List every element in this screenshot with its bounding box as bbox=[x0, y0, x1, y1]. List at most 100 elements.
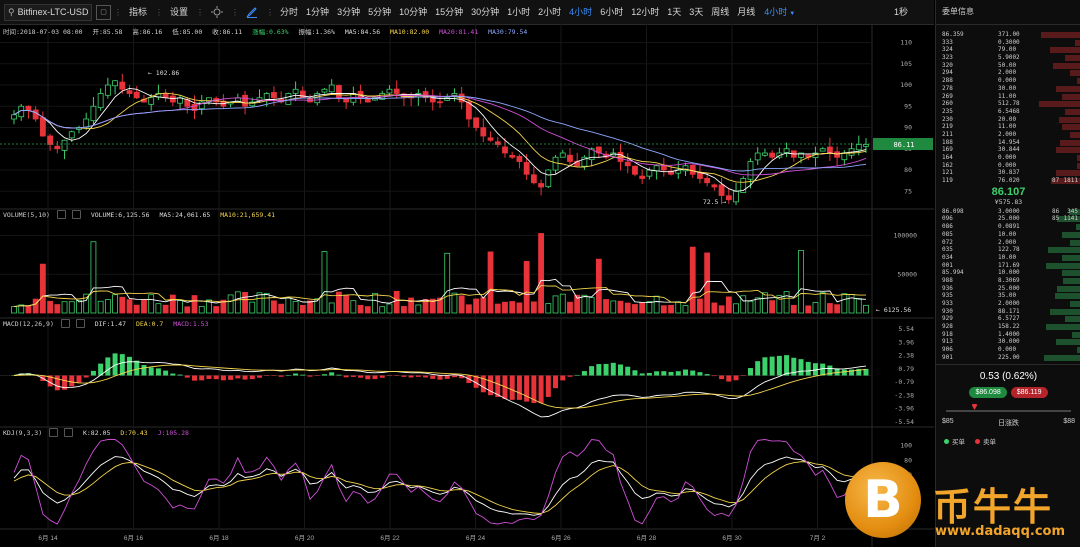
macd-bar bbox=[798, 359, 804, 376]
ask-row[interactable]: 320 50.00 bbox=[936, 62, 1080, 70]
bid-row[interactable]: 901 225.00 bbox=[936, 354, 1080, 362]
depth-bar bbox=[1064, 316, 1080, 323]
volume-bar bbox=[660, 305, 667, 314]
close-icon[interactable] bbox=[64, 428, 74, 437]
bid-row[interactable]: 988 8.3069 bbox=[936, 277, 1080, 285]
period-tab[interactable]: 分时 bbox=[280, 7, 299, 17]
ask-row[interactable]: 294 2.000 bbox=[936, 69, 1080, 77]
depth-bar bbox=[1056, 85, 1080, 92]
ask-row[interactable]: 169 30.844 bbox=[936, 146, 1080, 154]
bid-row[interactable]: 001 171.69 bbox=[936, 262, 1080, 270]
ask-row[interactable]: 288 0.000 bbox=[936, 77, 1080, 85]
period-tab[interactable]: 4小时 bbox=[569, 7, 593, 17]
candle-body bbox=[90, 105, 97, 122]
bid-row[interactable]: 936 25.000 bbox=[936, 285, 1080, 293]
ask-row[interactable]: 230 20.00 bbox=[936, 116, 1080, 124]
sun-icon[interactable] bbox=[210, 5, 224, 19]
ask-row[interactable]: 260 512.78 bbox=[936, 100, 1080, 108]
period-tab[interactable]: 5分钟 bbox=[368, 7, 392, 17]
bid-row[interactable]: 930 88.171 bbox=[936, 308, 1080, 316]
candle-body bbox=[119, 81, 126, 90]
ask-row[interactable]: 219 11.00 bbox=[936, 123, 1080, 131]
ask-row[interactable]: 188 14.954 bbox=[936, 139, 1080, 147]
settings-icon[interactable] bbox=[56, 210, 66, 219]
settings-button[interactable]: 设置 bbox=[170, 7, 189, 17]
period-tab[interactable]: 10分钟 bbox=[399, 7, 428, 17]
amount: 2.000 bbox=[998, 69, 1017, 77]
period-dropdown[interactable]: 4小时 ▼ bbox=[759, 0, 800, 24]
chart-canvas[interactable]: 6月 14 6月 16 6月 18 6月 20 6月 22 6月 24 6月 26 6月 28… bbox=[0, 24, 934, 547]
period-tab[interactable]: 3分钟 bbox=[337, 7, 361, 17]
bid-row[interactable]: 85.994 10.000 bbox=[936, 269, 1080, 277]
period-tab[interactable]: 2小时 bbox=[538, 7, 562, 17]
bid-row[interactable]: 935 35.00 bbox=[936, 292, 1080, 300]
bid-row[interactable]: 072 2.000 bbox=[936, 239, 1080, 247]
bid-row[interactable]: 906 0.000 bbox=[936, 346, 1080, 354]
symbol-search[interactable]: ⚲ Bitfinex-LTC-USD bbox=[4, 3, 92, 21]
period-tab[interactable]: 15分钟 bbox=[435, 7, 464, 17]
macd-bar bbox=[112, 353, 118, 376]
period-tab[interactable]: 3天 bbox=[689, 7, 704, 17]
ask-row[interactable]: 324 79.00 bbox=[936, 46, 1080, 54]
chart-area[interactable]: 6月 14 6月 16 6月 18 6月 20 6月 22 6月 24 6月 26 6月 28… bbox=[0, 24, 934, 547]
bid-row[interactable]: 085 10.00 bbox=[936, 231, 1080, 239]
depth-bar bbox=[1062, 254, 1080, 261]
current-price-label: 86.11 bbox=[893, 141, 914, 149]
period-tab[interactable]: 1天 bbox=[667, 7, 682, 17]
refresh-interval[interactable]: 1秒 bbox=[893, 7, 908, 17]
ask-row[interactable]: 269 11.00 bbox=[936, 93, 1080, 101]
period-tab[interactable]: 1分钟 bbox=[306, 7, 330, 17]
kdj-d: D:70.43 bbox=[120, 428, 148, 437]
price: 085 bbox=[942, 230, 953, 238]
bid-row[interactable]: 86.098 3.0000 86 345 bbox=[936, 208, 1080, 216]
ask-row[interactable]: 278 30.00 bbox=[936, 85, 1080, 93]
period-tab[interactable]: 周线 bbox=[711, 7, 730, 17]
ask-row[interactable]: 162 0.000 bbox=[936, 162, 1080, 170]
bid-row[interactable]: 928 158.22 bbox=[936, 323, 1080, 331]
settings-icon[interactable] bbox=[60, 319, 70, 328]
draw-pen-icon[interactable] bbox=[245, 5, 259, 19]
bid-row[interactable]: 933 2.0000 bbox=[936, 300, 1080, 308]
kdj-tick: 80 bbox=[904, 456, 912, 464]
ask-row[interactable]: 235 6.5468 bbox=[936, 108, 1080, 116]
bid-row[interactable]: 918 1.4000 bbox=[936, 331, 1080, 339]
date-tick: 6月 18 bbox=[209, 534, 229, 542]
macd-bar bbox=[668, 371, 674, 376]
ask-row[interactable]: 323 5.9002 bbox=[936, 54, 1080, 62]
close-icon[interactable] bbox=[71, 210, 81, 219]
settings-icon[interactable] bbox=[49, 428, 59, 437]
ask-row[interactable]: 164 0.000 bbox=[936, 154, 1080, 162]
volume-ma5: MA5:24,061.65 bbox=[159, 210, 211, 219]
macd-bar bbox=[83, 375, 89, 378]
period-tab[interactable]: 月线 bbox=[737, 7, 756, 17]
volume-bar bbox=[523, 261, 530, 314]
ask-row[interactable]: 211 2.000 bbox=[936, 131, 1080, 139]
bid-row[interactable]: 086 0.0891 bbox=[936, 223, 1080, 231]
bid-row[interactable]: 929 6.5727 bbox=[936, 315, 1080, 323]
volume-bar bbox=[509, 301, 516, 314]
period-tab[interactable]: 30分钟 bbox=[471, 7, 500, 17]
ask-row[interactable]: 86.359 371.00 bbox=[936, 31, 1080, 39]
ask-row[interactable]: 333 0.3000 bbox=[936, 39, 1080, 47]
macd-bar bbox=[639, 373, 645, 376]
period-tab[interactable]: 12小时 bbox=[631, 7, 660, 17]
bid-row[interactable]: 035 122.78 bbox=[936, 246, 1080, 254]
best-bid-pill[interactable]: $86.098 bbox=[969, 386, 1007, 398]
ask-row[interactable]: 119 76.020 87 1811 bbox=[936, 177, 1080, 185]
period-tab[interactable]: 1小时 bbox=[507, 7, 531, 17]
bid-row[interactable]: 034 10.00 bbox=[936, 254, 1080, 262]
bid-row[interactable]: 096 25.000 85 1141 bbox=[936, 215, 1080, 223]
best-ask-pill[interactable]: $86.119 bbox=[1010, 386, 1048, 398]
volume-bar bbox=[473, 298, 480, 314]
legend-buy-label: 买单 bbox=[952, 438, 965, 446]
bid-row[interactable]: 913 30.000 bbox=[936, 338, 1080, 346]
period-tab[interactable]: 6小时 bbox=[600, 7, 624, 17]
macd-bar bbox=[632, 370, 638, 376]
candle-body bbox=[826, 146, 833, 154]
macd-bar bbox=[228, 375, 234, 380]
indicators-button[interactable]: 指标 bbox=[129, 7, 148, 17]
macd-bar bbox=[379, 375, 385, 378]
close-icon[interactable] bbox=[75, 319, 85, 328]
ask-row[interactable]: 121 30.837 bbox=[936, 169, 1080, 177]
compare-icon[interactable]: ▢ bbox=[96, 4, 111, 20]
